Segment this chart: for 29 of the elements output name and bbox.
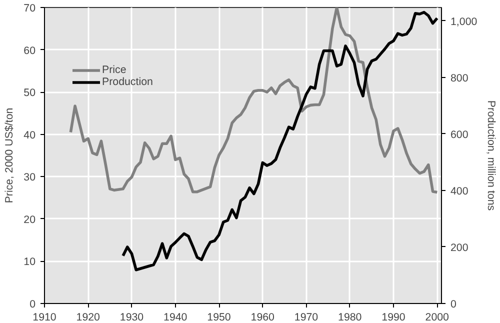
x-tick-label: 1920 [76,312,100,323]
y2-tick-label: 0 [450,298,456,310]
x-tick-label: 1970 [294,312,318,323]
x-tick-label: 1950 [207,312,231,323]
x-tick-label: 1930 [120,312,144,323]
y-tick-label: 40 [24,129,36,142]
x-tick-label: 1960 [250,312,275,323]
y-tick-label: 10 [24,256,36,268]
legend-label: Price [102,64,126,76]
y2-tick-label: 400 [450,185,468,198]
y-tick-label: 60 [24,44,36,57]
y-tick-label: 0 [30,298,36,310]
x-tick-label: 1910 [32,312,56,323]
y2-tick-label: 800 [450,72,468,84]
y2-axis-title: Production, million tons [485,100,498,211]
y-tick-label: 50 [24,87,36,100]
y2-tick-label: 1,000 [450,16,478,28]
y-axis-title: Price, 2000 US$/ton [4,108,16,204]
x-tick-label: 2000 [425,312,450,323]
y-tick-label: 30 [24,172,36,184]
x-tick-label: 1980 [338,312,362,323]
y2-tick-label: 200 [450,242,468,254]
y-tick-label: 20 [24,214,36,226]
x-tick-label: 1940 [164,312,188,323]
line-series [69,8,439,194]
y2-tick-label: 600 [450,128,468,141]
x-tick-label: 1990 [382,312,406,323]
y-tick-label: 70 [24,2,36,14]
legend-label: Production [102,76,153,88]
